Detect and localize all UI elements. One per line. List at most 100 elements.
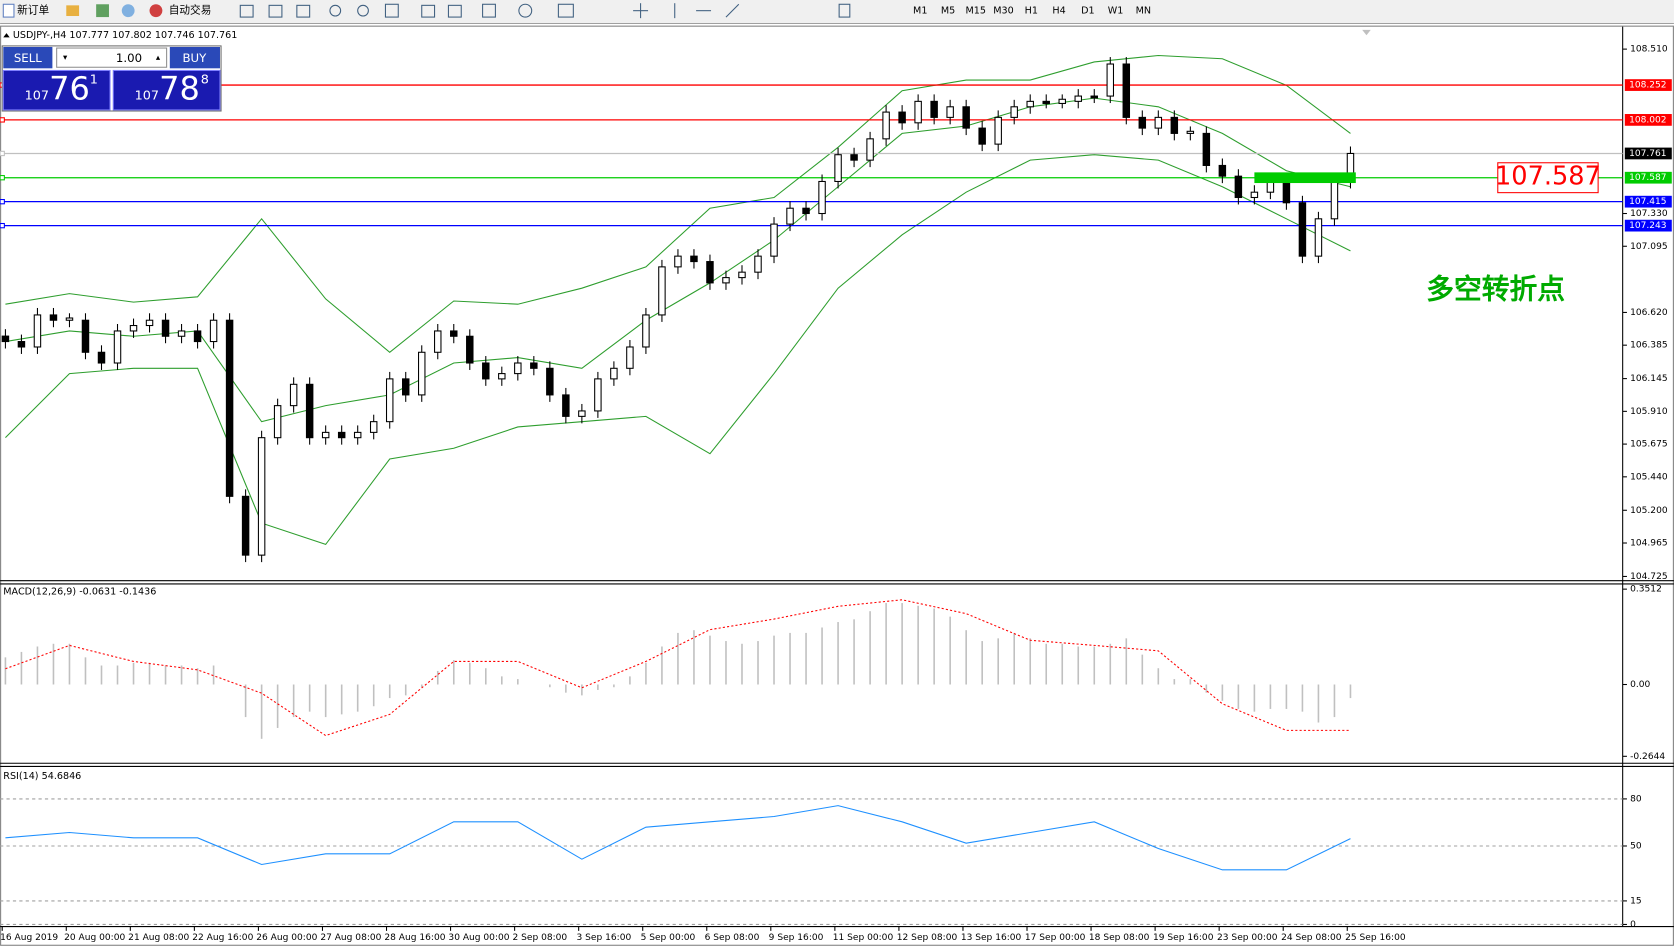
tool-icon[interactable] <box>239 4 254 18</box>
candle-body <box>1154 116 1163 129</box>
candle-body <box>1122 63 1131 118</box>
candle-body <box>834 154 842 183</box>
tool-icon[interactable] <box>482 3 496 18</box>
new-order-button[interactable]: 新订单 <box>17 4 49 17</box>
ask-box[interactable] <box>112 69 221 111</box>
timeframe-button[interactable]: D1 <box>1081 6 1094 17</box>
tool-icon[interactable] <box>384 3 399 18</box>
candle-body <box>850 154 858 161</box>
ask-pips[interactable]: 78 <box>159 70 200 108</box>
level-price-label: 108.252 <box>1629 81 1666 91</box>
lots-down[interactable]: ▾ <box>63 53 68 63</box>
close: 107.761 <box>198 30 238 41</box>
x-tick-label: 2 Sep 08:00 <box>512 933 567 943</box>
candle-body <box>514 362 522 375</box>
timeframe-button[interactable]: W1 <box>1108 6 1124 17</box>
candle-body <box>65 317 74 321</box>
timeframe-button[interactable]: M15 <box>966 6 987 17</box>
candle-body <box>962 106 970 129</box>
candle-body <box>257 437 266 556</box>
ask-fraction[interactable]: 8 <box>201 73 209 88</box>
timeframe-button[interactable]: H1 <box>1025 6 1038 17</box>
candle-body <box>722 277 730 284</box>
scroll-marker <box>1362 29 1371 36</box>
candle-body <box>225 319 234 497</box>
tool-icon[interactable] <box>66 5 80 17</box>
candle-body <box>33 314 42 348</box>
ask-big[interactable]: 107 <box>135 89 159 104</box>
tool-icon[interactable] <box>421 4 436 18</box>
candle-body <box>1058 98 1066 104</box>
timeframe-button[interactable]: H4 <box>1052 6 1065 17</box>
tool-icon[interactable] <box>121 4 135 18</box>
candle-body <box>1010 106 1018 118</box>
level-price-label: 107.587 <box>1629 173 1666 183</box>
buy-label[interactable]: BUY <box>182 51 207 65</box>
symbol: USDJPY-,H4 <box>13 30 66 41</box>
timeframe-button[interactable]: M5 <box>941 6 955 17</box>
candle-body <box>1250 191 1259 199</box>
candle-body <box>450 330 458 337</box>
zoom-in[interactable] <box>329 4 342 17</box>
auto-trading-button[interactable]: 自动交易 <box>169 4 212 17</box>
x-tick-label: 5 Sep 00:00 <box>641 933 696 943</box>
timeframe-button[interactable]: M1 <box>913 6 927 17</box>
y-tick-label: 107.330 <box>1630 209 1668 219</box>
macd-value: -0.0631 <box>79 586 116 597</box>
candle-body <box>946 106 954 118</box>
new-order-icon[interactable] <box>2 3 15 18</box>
level-price-box <box>1624 79 1672 91</box>
sell-button[interactable] <box>3 46 53 69</box>
auto-trading-icon[interactable] <box>149 4 163 18</box>
bid-pips[interactable]: 76 <box>49 70 90 108</box>
lots-value[interactable]: 1.00 <box>116 51 142 65</box>
candle-body <box>626 346 634 369</box>
level-price-box <box>1624 219 1672 232</box>
timeframe-button[interactable]: MN <box>1136 6 1151 17</box>
tool-icon[interactable] <box>725 3 740 18</box>
tool-icon[interactable] <box>268 4 283 18</box>
tool-icon[interactable] <box>296 4 311 18</box>
tool-icon[interactable] <box>447 4 462 18</box>
tool-icon[interactable] <box>557 3 574 18</box>
tool-icon[interactable] <box>838 3 851 18</box>
candle-body <box>1298 202 1307 257</box>
candle-body <box>273 405 282 439</box>
x-tick-label: 21 Aug 08:00 <box>128 933 189 943</box>
candle-body <box>546 367 554 396</box>
candle-body <box>434 330 442 353</box>
candle-body <box>674 255 682 268</box>
toolbar-icons <box>239 3 851 19</box>
candle-body <box>594 378 602 412</box>
timeframe-button[interactable]: M30 <box>993 6 1014 17</box>
candle-body <box>1330 180 1339 220</box>
x-tick-label: 16 Aug 2019 <box>0 933 58 943</box>
candle-body <box>1266 180 1275 193</box>
tool-icon[interactable] <box>518 3 533 18</box>
zoom-out[interactable] <box>357 4 369 17</box>
chart-frame <box>0 25 1674 946</box>
candle-body <box>241 495 250 556</box>
candle-body <box>754 255 762 273</box>
candle-body <box>1218 164 1227 177</box>
candle-body <box>1234 175 1243 199</box>
x-tick-label: 12 Sep 08:00 <box>897 933 958 943</box>
candle-body <box>882 111 890 140</box>
annotation: 多空转折点 <box>1426 272 1565 305</box>
bid-fraction[interactable]: 1 <box>90 73 98 88</box>
buy-button[interactable] <box>169 46 220 69</box>
lots-field[interactable] <box>56 47 168 68</box>
signal-value: -0.1436 <box>119 586 156 597</box>
candle-body <box>209 319 218 343</box>
tool-icon[interactable] <box>96 4 109 18</box>
lots-up[interactable]: ▴ <box>156 53 161 63</box>
sell-label[interactable]: SELL <box>14 51 42 65</box>
bid-box[interactable] <box>2 69 111 111</box>
level-price-box <box>1624 114 1672 126</box>
candle-body <box>289 383 298 407</box>
bid-big[interactable]: 107 <box>25 89 49 104</box>
x-tick-label: 11 Sep 00:00 <box>833 933 894 943</box>
candle-body <box>1138 116 1147 129</box>
